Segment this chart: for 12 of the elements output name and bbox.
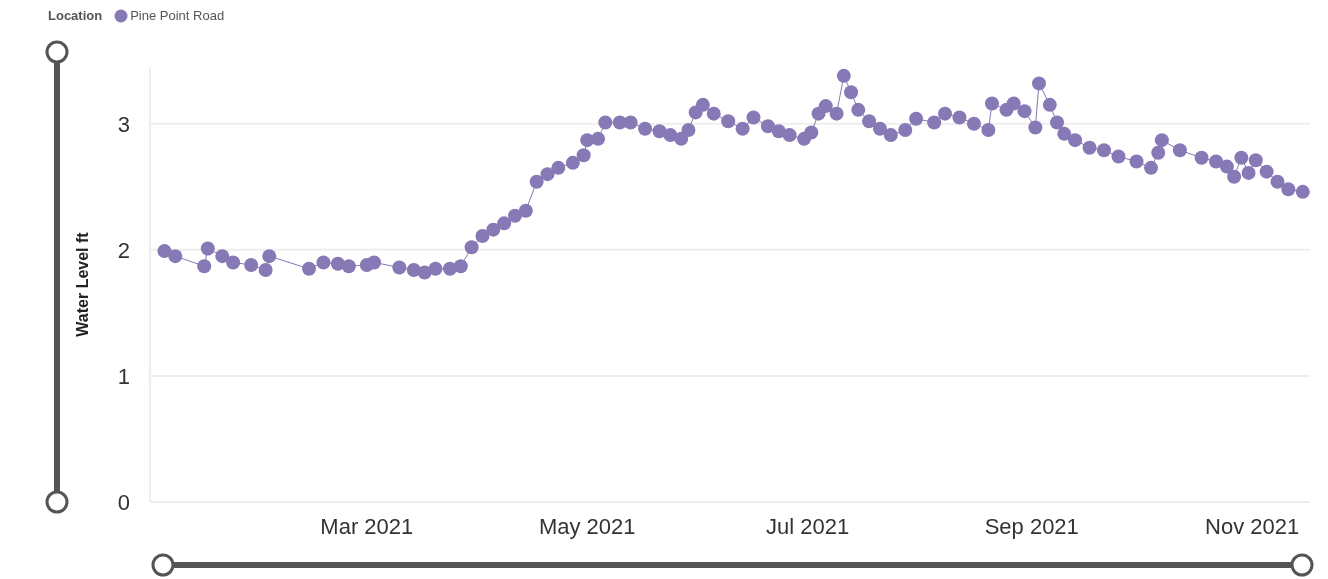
x-tick-label: Jul 2021	[766, 513, 850, 539]
x-tick-label: Mar 2021	[320, 513, 414, 539]
x-tick-label: Nov 2021	[1205, 513, 1300, 539]
legend-label: Pine Point Road	[130, 8, 225, 23]
y-tick-label: 3	[117, 111, 130, 137]
legend-title: Location	[48, 8, 103, 23]
y-tick-label: 1	[117, 363, 130, 389]
x-tick-label: Sep 2021	[984, 513, 1079, 539]
y-tick-label: 2	[117, 237, 130, 263]
y-axis-title: Water Level ft	[73, 231, 91, 337]
x-tick-label: May 2021	[538, 513, 636, 539]
y-tick-label: 0	[117, 489, 130, 515]
